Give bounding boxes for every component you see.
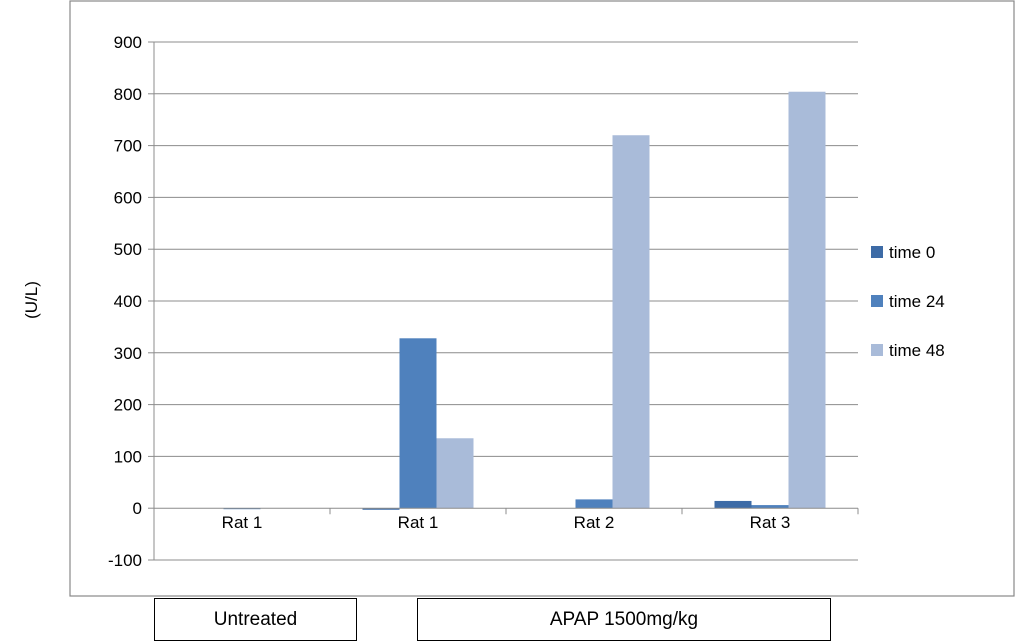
bar <box>714 500 752 509</box>
y-tick-label: 500 <box>114 240 142 259</box>
y-tick-label: 100 <box>114 447 142 466</box>
axes: -100 0 100 200 300 400 500 600 700 800 900 Rat 1 Rat… <box>108 33 859 570</box>
legend-swatch <box>871 344 883 356</box>
y-tick-label: 200 <box>114 396 142 415</box>
bar <box>788 91 826 509</box>
y-tick-label: 0 <box>133 499 142 518</box>
bar <box>436 438 474 509</box>
bar <box>612 135 650 509</box>
bar <box>362 508 400 510</box>
bar <box>751 505 789 509</box>
bar <box>575 499 613 509</box>
y-tick-label: 900 <box>114 33 142 52</box>
y-tick-label: 800 <box>114 85 142 104</box>
legend-label: time 24 <box>889 292 945 311</box>
x-tick-label: Rat 3 <box>750 513 791 532</box>
y-tick-label: -100 <box>108 551 142 570</box>
y-axis-label: (U/L) <box>22 281 41 319</box>
y-tick-label: 600 <box>114 188 142 207</box>
x-tick-label: Rat 1 <box>222 513 263 532</box>
gridlines <box>154 41 858 561</box>
group-label-untreated: Untreated <box>154 598 357 641</box>
legend-label: time 0 <box>889 243 935 262</box>
legend: time 0 time 24 time 48 <box>871 243 945 360</box>
bar <box>399 338 437 509</box>
y-tick-label: 300 <box>114 344 142 363</box>
legend-swatch <box>871 246 883 258</box>
legend-label: time 48 <box>889 341 945 360</box>
y-tick-label: 700 <box>114 137 142 156</box>
bars <box>223 91 826 510</box>
chart-area-border <box>69 0 1015 597</box>
legend-swatch <box>871 295 883 307</box>
group-label-apap: APAP 1500mg/kg <box>417 598 831 641</box>
x-tick-label: Rat 2 <box>574 513 615 532</box>
y-tick-label: 400 <box>114 292 142 311</box>
x-tick-label: Rat 1 <box>398 513 439 532</box>
